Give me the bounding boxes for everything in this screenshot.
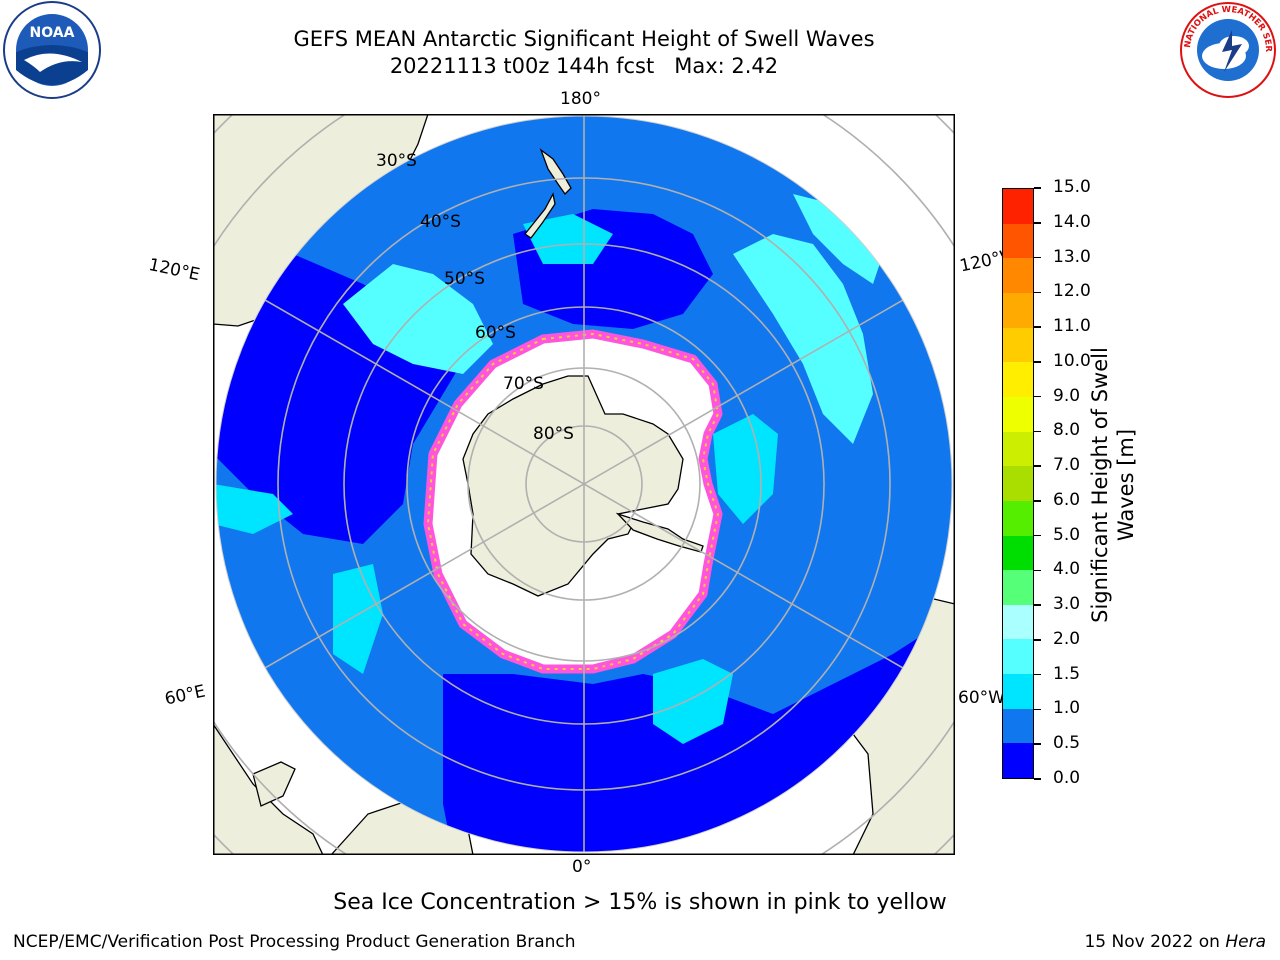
sea-ice-edge-yellow bbox=[426, 332, 720, 670]
title-block: GEFS MEAN Antarctic Significant Height o… bbox=[184, 26, 984, 80]
colorbar-tick-label: 6.0 bbox=[1053, 489, 1081, 510]
colorbar-tick bbox=[1034, 534, 1041, 537]
swell-high-8 bbox=[333, 564, 383, 674]
colorbar-tick bbox=[1034, 256, 1041, 259]
lon-label-60e: 60°E bbox=[163, 681, 208, 710]
chart-title: GEFS MEAN Antarctic Significant Height o… bbox=[293, 27, 875, 51]
colorbar-tick-label: 0.5 bbox=[1053, 733, 1081, 754]
colorbar-segment bbox=[1003, 258, 1033, 294]
colorbar-tick bbox=[1034, 326, 1041, 328]
swell-high-1 bbox=[343, 264, 493, 374]
colorbar-tick-label: 1.0 bbox=[1053, 698, 1081, 719]
swell-high-7 bbox=[216, 484, 293, 534]
swell-high-6 bbox=[523, 214, 613, 264]
colorbar-tick-label: 3.0 bbox=[1053, 594, 1081, 615]
lat-label-80s: 80°S bbox=[533, 424, 574, 444]
footer-credit: NCEP/EMC/Verification Post Processing Pr… bbox=[13, 932, 576, 952]
colorbar-tick-label: 15.0 bbox=[1053, 177, 1091, 197]
sea-ice-note: Sea Ice Concentration > 15% is shown in … bbox=[333, 890, 947, 915]
colorbar-segment bbox=[1003, 431, 1033, 467]
land-new-zealand bbox=[524, 148, 572, 239]
chart-subtitle: 20221113 t00z 144h fcst Max: 2.42 bbox=[389, 54, 779, 78]
footer-host: Hera bbox=[1225, 932, 1266, 952]
lon-label-180: 180° bbox=[560, 89, 601, 109]
lat-label-40s: 40°S bbox=[420, 212, 461, 232]
colorbar-tick bbox=[1034, 708, 1041, 711]
colorbar-tick-label: 12.0 bbox=[1053, 281, 1091, 302]
colorbar-tick-label: 10.0 bbox=[1053, 350, 1091, 371]
footer-date: 15 Nov 2022 on Hera bbox=[1084, 932, 1266, 952]
svg-text:NOAA: NOAA bbox=[30, 25, 75, 41]
lon-label-60w: 60°W bbox=[958, 688, 1005, 708]
colorbar-tick bbox=[1034, 778, 1041, 780]
colorbar-tick-label: 7.0 bbox=[1053, 455, 1081, 476]
colorbar-tick-label: 4.0 bbox=[1053, 559, 1081, 580]
colorbar-title: Significant Height of Swell Waves [m] bbox=[1088, 347, 1138, 623]
colorbar-segment bbox=[1003, 466, 1033, 501]
colorbar-tick bbox=[1034, 743, 1041, 745]
colorbar-segment bbox=[1003, 743, 1033, 778]
colorbar-tick bbox=[1034, 673, 1041, 676]
colorbar-tick bbox=[1034, 291, 1041, 294]
colorbar-tick bbox=[1034, 395, 1041, 398]
footer-date-text: 15 Nov 2022 on bbox=[1084, 932, 1220, 952]
land-antarctica bbox=[462, 375, 684, 597]
colorbar-segment bbox=[1003, 674, 1033, 709]
colorbar-tick-label: 0.0 bbox=[1053, 768, 1081, 788]
map-border bbox=[213, 114, 955, 855]
colorbar-segment bbox=[1003, 535, 1033, 571]
lon-label-0: 0° bbox=[572, 857, 592, 877]
colorbar-segment bbox=[1003, 500, 1033, 536]
colorbar-tick-label: 11.0 bbox=[1053, 316, 1091, 337]
swell-high-3 bbox=[793, 194, 883, 284]
lat-label-70s: 70°S bbox=[503, 374, 544, 394]
colorbar-segment bbox=[1003, 639, 1033, 675]
colorbar-segment bbox=[1003, 327, 1033, 363]
colorbar bbox=[1002, 188, 1034, 779]
colorbar-tick-label: 1.5 bbox=[1053, 663, 1081, 684]
colorbar-segment bbox=[1003, 396, 1033, 432]
polar-map bbox=[213, 114, 955, 855]
colorbar-tick bbox=[1034, 604, 1041, 606]
colorbar-tick bbox=[1034, 639, 1041, 641]
swell-high-4 bbox=[713, 414, 778, 524]
graticule bbox=[216, 116, 952, 852]
map-frame bbox=[213, 114, 955, 855]
colorbar-tick bbox=[1034, 465, 1041, 467]
colorbar-segment bbox=[1003, 223, 1033, 259]
noaa-logo: NOAA bbox=[3, 1, 101, 99]
lat-label-60s: 60°S bbox=[475, 323, 516, 343]
lat-label-50s: 50°S bbox=[444, 269, 485, 289]
colorbar-segment bbox=[1003, 362, 1033, 397]
land-africa bbox=[213, 722, 324, 855]
colorbar-tick-label: 9.0 bbox=[1053, 385, 1081, 406]
colorbar-segment bbox=[1003, 189, 1033, 224]
nws-logo: NATIONAL WEATHER SERVICE bbox=[1176, 0, 1276, 98]
colorbar-segment bbox=[1003, 293, 1033, 328]
colorbar-segment bbox=[1003, 708, 1033, 744]
colorbar-tick bbox=[1034, 187, 1041, 189]
lat-label-30s: 30°S bbox=[376, 151, 417, 171]
colorbar-tick bbox=[1034, 500, 1041, 502]
colorbar-tick-label: 14.0 bbox=[1053, 211, 1091, 232]
swell-high-5 bbox=[653, 659, 733, 744]
colorbar-tick-label: 5.0 bbox=[1053, 524, 1081, 545]
land-madagascar bbox=[252, 761, 296, 807]
colorbar-tick bbox=[1034, 222, 1041, 224]
map-disk-edge bbox=[215, 115, 953, 853]
colorbar-tick-label: 2.0 bbox=[1053, 628, 1081, 649]
swell-high-2 bbox=[733, 234, 873, 444]
colorbar-tick bbox=[1034, 361, 1041, 363]
lon-label-120e: 120°E bbox=[146, 255, 202, 286]
colorbar-tick-label: 13.0 bbox=[1053, 246, 1091, 267]
colorbar-segment bbox=[1003, 570, 1033, 605]
colorbar-tick-label: 8.0 bbox=[1053, 420, 1081, 441]
colorbar-tick bbox=[1034, 569, 1041, 572]
colorbar-tick bbox=[1034, 430, 1041, 433]
colorbar-segment bbox=[1003, 604, 1033, 640]
